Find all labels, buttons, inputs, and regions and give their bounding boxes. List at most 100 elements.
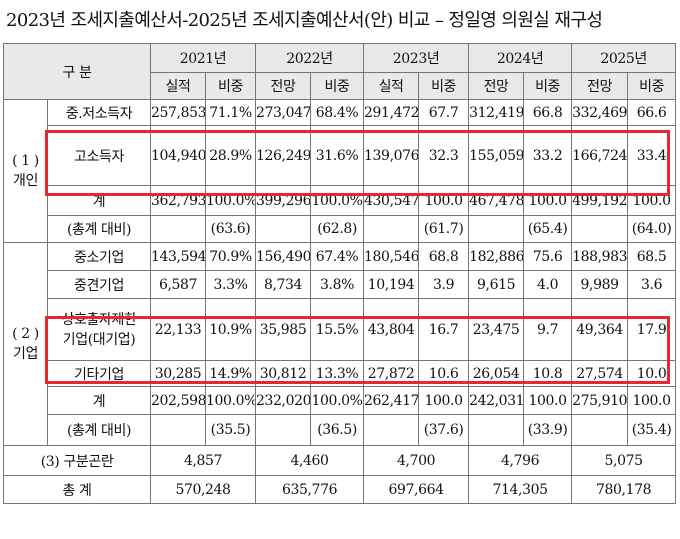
table-row: ( 1 ) 개인 중.저소득자 257,853 71.1% 273,047 68.… bbox=[3, 99, 677, 243]
row-label: (총계 대비) bbox=[46, 215, 152, 243]
cell: 312,419 bbox=[468, 99, 525, 126]
header-label: 구 분 bbox=[2, 43, 152, 100]
cell: 49,364 bbox=[571, 298, 629, 361]
row-label: 계 bbox=[46, 185, 152, 216]
cell: 242,031 bbox=[468, 386, 525, 415]
unclassified-row: (3) 구분곤란 4,857 4,460 4,700 4,796 5,075 bbox=[2, 445, 677, 476]
group-label-corporate: ( 2 ) 기업 bbox=[3, 242, 48, 446]
cell: 67.7 bbox=[418, 99, 470, 126]
cell: 143,594 bbox=[150, 242, 207, 271]
cell: 67.4% bbox=[310, 242, 365, 271]
cell: 182,886 bbox=[468, 242, 525, 271]
cell: 100.0% bbox=[310, 386, 365, 415]
cell bbox=[571, 215, 629, 243]
row-label: (총계 대비) bbox=[46, 414, 152, 446]
cell: (35.5) bbox=[205, 414, 257, 446]
cell bbox=[255, 215, 312, 243]
cell: 202,598 bbox=[150, 386, 207, 415]
cell: 273,047 bbox=[255, 99, 312, 126]
cell: (63.6) bbox=[205, 215, 257, 243]
row-label: 상호출자제한 기업(대기업) bbox=[46, 298, 152, 361]
cell: 3.3% bbox=[205, 270, 257, 299]
cell: 23,475 bbox=[468, 298, 525, 361]
cell: 66.8 bbox=[523, 99, 573, 126]
header-row-subs: 실적 비중 전망 비중 실적 비중 전망 비중 전망 비중 bbox=[4, 72, 677, 100]
tax-expenditure-table: 구 분 2021년 2022년 2023년 2024년 2025년 실적 비중 … bbox=[2, 43, 677, 504]
cell: 291,472 bbox=[363, 99, 420, 126]
ratio-row: (총계 대비) (35.5) (36.5) (37.6) (33.9) (35.… bbox=[4, 414, 677, 446]
cell: (35.4) bbox=[627, 414, 677, 446]
cell: (36.5) bbox=[310, 414, 365, 446]
subtotal-row: 계 202,598 100.0% 232,020 100.0% 262,417 … bbox=[4, 386, 677, 415]
cell bbox=[150, 414, 207, 446]
cell: 31.6% bbox=[310, 125, 365, 186]
group-label-personal: ( 1 ) 개인 bbox=[3, 99, 48, 243]
cell: 100.0 bbox=[627, 386, 677, 415]
sub-header: 전망 bbox=[255, 72, 312, 100]
row-label: 고소득자 bbox=[46, 125, 152, 186]
highlight-box-large-enterprise bbox=[45, 316, 670, 384]
cell: 9,989 bbox=[571, 270, 629, 299]
sub-header: 비중 bbox=[627, 72, 677, 100]
cell: 100.0 bbox=[418, 386, 470, 415]
cell: 75.6 bbox=[523, 242, 573, 271]
year-header: 2022년 bbox=[255, 43, 365, 73]
cell: 100.0 bbox=[418, 185, 470, 216]
table-row: 고소득자 104,940 28.9% 126,249 31.6% 139,076… bbox=[4, 125, 677, 186]
cell: 499,192 bbox=[571, 185, 629, 216]
cell: 3.9 bbox=[418, 270, 470, 299]
cell: 362,793 bbox=[150, 185, 207, 216]
cell: 188,983 bbox=[571, 242, 629, 271]
cell: 100.0% bbox=[205, 386, 257, 415]
cell: 399,296 bbox=[255, 185, 312, 216]
cell: 4,700 bbox=[363, 445, 470, 476]
cell: 5,075 bbox=[571, 445, 677, 476]
cell: 68.5 bbox=[627, 242, 677, 271]
cell: 71.1% bbox=[205, 99, 257, 126]
row-label: 중소기업 bbox=[46, 242, 152, 271]
cell: (64.0) bbox=[627, 215, 677, 243]
cell: 9,615 bbox=[468, 270, 525, 299]
sub-header: 실적 bbox=[150, 72, 207, 100]
sub-header: 비중 bbox=[523, 72, 573, 100]
row-label: (3) 구분곤란 bbox=[2, 445, 152, 476]
cell bbox=[468, 414, 525, 446]
cell: 3.6 bbox=[627, 270, 677, 299]
row-label: 계 bbox=[46, 386, 152, 415]
table-row: 중견기업 6,587 3.3% 8,734 3.8% 10,194 3.9 9,… bbox=[4, 270, 677, 299]
cell: 257,853 bbox=[150, 99, 207, 126]
table-row: ( 2 ) 기업 중소기업 143,594 70.9% 156,490 67.4%… bbox=[3, 242, 677, 446]
row-label: 중.저소득자 bbox=[46, 99, 152, 126]
cell: 4,460 bbox=[255, 445, 365, 476]
row-label: 중견기업 bbox=[46, 270, 152, 299]
cell bbox=[255, 414, 312, 446]
cell: 68.4% bbox=[310, 99, 365, 126]
cell: 275,910 bbox=[571, 386, 629, 415]
cell: 33.2 bbox=[523, 125, 573, 186]
sub-header: 전망 bbox=[571, 72, 629, 100]
cell: 22,133 bbox=[150, 298, 207, 361]
cell: 139,076 bbox=[363, 125, 420, 186]
cell: 66.6 bbox=[627, 99, 677, 126]
cell: 4.0 bbox=[523, 270, 573, 299]
year-header: 2021년 bbox=[150, 43, 257, 73]
cell: 43,804 bbox=[363, 298, 420, 361]
cell: (33.9) bbox=[523, 414, 573, 446]
grand-total-row: 총 계 570,248 635,776 697,664 714,305 780,… bbox=[2, 475, 677, 504]
cell: 4,796 bbox=[468, 445, 573, 476]
cell bbox=[150, 215, 207, 243]
cell: 697,664 bbox=[363, 475, 470, 504]
sub-header: 실적 bbox=[363, 72, 420, 100]
cell: 232,020 bbox=[255, 386, 312, 415]
year-header: 2025년 bbox=[571, 43, 677, 73]
cell: 332,469 bbox=[571, 99, 629, 126]
subtotal-row: 계 362,793 100.0% 399,296 100.0% 430,547 … bbox=[4, 185, 677, 216]
cell: 570,248 bbox=[150, 475, 257, 504]
cell: 10.9% bbox=[205, 298, 257, 361]
cell: 4,857 bbox=[150, 445, 257, 476]
cell: 104,940 bbox=[150, 125, 207, 186]
cell bbox=[363, 414, 420, 446]
cell: 780,178 bbox=[571, 475, 677, 504]
cell: 100.0 bbox=[523, 386, 573, 415]
cell: 68.8 bbox=[418, 242, 470, 271]
